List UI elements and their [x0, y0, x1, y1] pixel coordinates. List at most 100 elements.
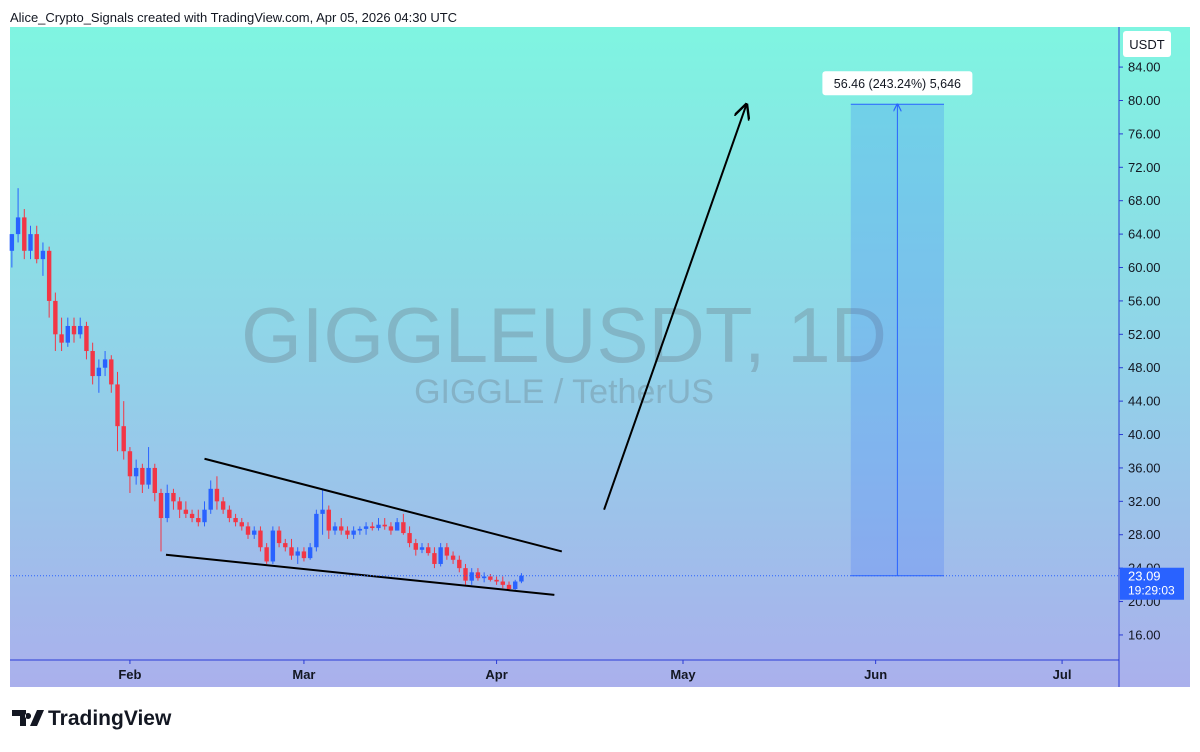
candle-body [258, 530, 263, 548]
x-tick-label: Feb [118, 667, 141, 682]
chart-background [10, 27, 1190, 687]
trendline [204, 457, 563, 553]
x-tick-label: May [670, 667, 696, 682]
candle-body [363, 526, 369, 529]
y-tick-label: 48.00 [1128, 360, 1161, 375]
y-tick-label: 40.00 [1128, 427, 1161, 442]
candle-body [307, 547, 313, 559]
measure-label: 56.46 (243.24%) 5,646 [834, 77, 961, 91]
candle-body [506, 584, 512, 590]
candle-body [220, 501, 226, 510]
last-price-box [1120, 567, 1184, 600]
candle-body [46, 250, 52, 301]
candle-body [314, 513, 319, 548]
candle-body [84, 325, 89, 352]
candle-body [326, 509, 331, 531]
candle-body [59, 334, 64, 343]
candle-body [127, 451, 133, 477]
candle-body [183, 509, 189, 514]
candle-body [376, 524, 381, 529]
trendline [165, 553, 555, 596]
candle-body [40, 250, 46, 260]
candle-body [401, 522, 406, 534]
candle-body [15, 217, 21, 235]
candle-body [469, 572, 474, 581]
candle-body [121, 426, 126, 452]
y-tick-label: 72.00 [1128, 160, 1161, 175]
candle-body [426, 547, 431, 554]
arrow [603, 105, 746, 511]
y-tick-label: 80.00 [1128, 93, 1161, 108]
x-tick-label: Jul [1053, 667, 1072, 682]
currency[interactable]: USDT [1129, 37, 1164, 52]
plot: 56.46 (243.24%) 5,646 [9, 71, 1119, 596]
measure-label-box [822, 71, 973, 96]
candle-body [22, 217, 27, 251]
candle-body [339, 526, 344, 531]
candle-body [488, 576, 493, 580]
watermark-name: GIGGLE / TetherUS [414, 373, 714, 411]
candle-body [189, 513, 195, 519]
candle-body [407, 533, 412, 544]
candle-body [382, 524, 387, 527]
candle-body [102, 359, 108, 368]
candle-body [109, 359, 114, 385]
last-price: 23.09 [1128, 569, 1161, 584]
candle-body [245, 526, 251, 535]
candle-body [320, 509, 325, 514]
candle-body [519, 575, 524, 582]
candle-body [28, 234, 33, 251]
candle-body [140, 467, 145, 485]
candle-body [252, 530, 257, 535]
candle-body [289, 547, 294, 556]
candle-body [264, 547, 269, 562]
brand: TradingView [48, 707, 172, 730]
header: Alice_Crypto_Signals created with Tradin… [10, 10, 457, 25]
y-tick-label: 28.00 [1128, 527, 1161, 542]
candle-body [115, 384, 120, 427]
candle-body [413, 543, 418, 550]
candle-body [227, 509, 232, 519]
candle-body [419, 547, 425, 550]
y-tick-label: 68.00 [1128, 193, 1161, 208]
candle-body [463, 568, 468, 581]
candle-body [34, 234, 39, 260]
candle-body [513, 581, 518, 590]
candle-body [133, 467, 139, 477]
x-tick-label: Apr [485, 667, 507, 682]
candle-body [214, 488, 220, 502]
candle-body [438, 547, 443, 564]
countdown: 19:29:03 [1128, 584, 1175, 598]
x-tick-label: Jun [864, 667, 887, 682]
candle-body [233, 518, 238, 523]
y-tick-label: 60.00 [1128, 260, 1161, 275]
y-tick-label: 56.00 [1128, 293, 1161, 308]
candle-body [370, 526, 375, 529]
y-tick-label: 16.00 [1128, 627, 1161, 642]
candle-body [500, 581, 505, 585]
candle-body [9, 234, 15, 251]
candle-body [165, 492, 170, 519]
candle-body [78, 325, 83, 335]
candle-body [158, 492, 164, 519]
currency-box[interactable] [1123, 31, 1171, 57]
candle-body [96, 367, 102, 377]
candle-body [332, 526, 338, 531]
y-tick-label: 44.00 [1128, 394, 1161, 409]
candle-body [394, 522, 400, 531]
y-tick-label: 52.00 [1128, 327, 1161, 342]
candle-body [90, 351, 95, 377]
candle-body [481, 576, 487, 579]
candle-body [65, 325, 70, 343]
watermark-symbol: GIGGLEUSDT, 1D [241, 291, 887, 379]
y-tick-label: 36.00 [1128, 460, 1161, 475]
candle-body [283, 543, 288, 548]
candle-body [494, 579, 499, 582]
candle-body [444, 547, 450, 556]
candle-body [208, 488, 213, 510]
y-tick-label: 64.00 [1128, 227, 1161, 242]
candle-body [177, 501, 182, 510]
candle-body [196, 518, 201, 523]
